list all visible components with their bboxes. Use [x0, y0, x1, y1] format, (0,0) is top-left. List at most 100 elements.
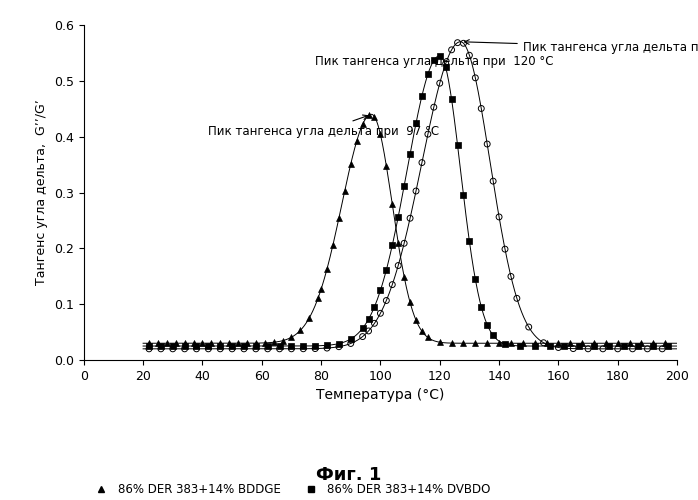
Point [440, 64, 451, 72]
Point [144, 342, 155, 350]
Point [529, 342, 540, 350]
Point [662, 342, 674, 350]
Point [387, 200, 398, 208]
Point [529, 339, 540, 347]
Point [363, 112, 374, 120]
Point [624, 339, 635, 347]
Point [428, 56, 440, 64]
Point [446, 46, 457, 54]
Point [499, 340, 510, 348]
Point [392, 213, 403, 221]
Point [648, 342, 659, 350]
Point [144, 339, 155, 347]
Point [250, 342, 261, 350]
Point [541, 339, 552, 347]
Point [642, 345, 653, 353]
Point [274, 345, 285, 353]
Point [321, 265, 332, 273]
Point [285, 334, 297, 342]
X-axis label: Температура (°C): Температура (°C) [316, 388, 445, 402]
Point [327, 241, 339, 249]
Point [660, 339, 671, 347]
Point [603, 342, 614, 350]
Point [428, 103, 440, 111]
Point [321, 342, 332, 349]
Point [612, 345, 623, 353]
Point [191, 342, 202, 350]
Point [657, 345, 668, 353]
Point [470, 275, 481, 283]
Text: Фиг. 1: Фиг. 1 [316, 466, 382, 484]
Point [179, 345, 190, 353]
Point [226, 345, 237, 353]
Point [434, 338, 445, 346]
Point [309, 344, 320, 352]
Point [577, 339, 588, 347]
Point [416, 158, 427, 166]
Point [482, 140, 493, 148]
Point [369, 112, 380, 120]
Point [155, 342, 166, 350]
Point [392, 262, 403, 270]
Point [392, 239, 403, 247]
Point [410, 119, 422, 127]
Point [588, 339, 600, 347]
Point [452, 141, 463, 149]
Point [339, 186, 350, 194]
Point [648, 339, 659, 347]
Point [470, 74, 481, 82]
Point [565, 339, 576, 347]
Point [380, 266, 392, 274]
Point [514, 342, 526, 350]
Point [375, 130, 386, 138]
Point [404, 298, 415, 306]
Point [627, 345, 638, 353]
Point [470, 339, 481, 347]
Point [262, 345, 273, 353]
Point [422, 130, 433, 138]
Point [369, 302, 380, 310]
Point [597, 345, 609, 353]
Point [618, 342, 630, 350]
Point [375, 286, 386, 294]
Point [259, 339, 270, 347]
Point [404, 150, 415, 158]
Point [422, 334, 433, 342]
Point [434, 52, 445, 60]
Point [357, 120, 369, 128]
Point [487, 177, 498, 185]
Point [380, 162, 392, 170]
Point [315, 286, 327, 294]
Point [232, 339, 244, 347]
Point [574, 342, 585, 350]
Point [297, 345, 309, 353]
Point [334, 214, 345, 222]
Point [285, 345, 297, 353]
Point [463, 52, 475, 60]
Point [363, 327, 374, 335]
Point [422, 70, 433, 78]
Point [295, 326, 306, 334]
Point [363, 315, 374, 323]
Point [475, 302, 487, 310]
Point [262, 342, 273, 350]
Point [285, 342, 297, 350]
Point [215, 339, 226, 347]
Point [345, 335, 356, 343]
Point [242, 339, 253, 347]
Point [458, 191, 469, 199]
Point [410, 316, 422, 324]
Point [380, 296, 392, 304]
Point [493, 213, 505, 221]
Point [168, 345, 179, 353]
Point [493, 339, 505, 347]
Point [197, 339, 208, 347]
Point [558, 342, 570, 350]
Point [297, 342, 309, 350]
Point [517, 339, 528, 347]
Point [475, 104, 487, 112]
Point [277, 336, 288, 344]
Point [440, 60, 451, 68]
Point [612, 339, 623, 347]
Point [538, 338, 549, 346]
